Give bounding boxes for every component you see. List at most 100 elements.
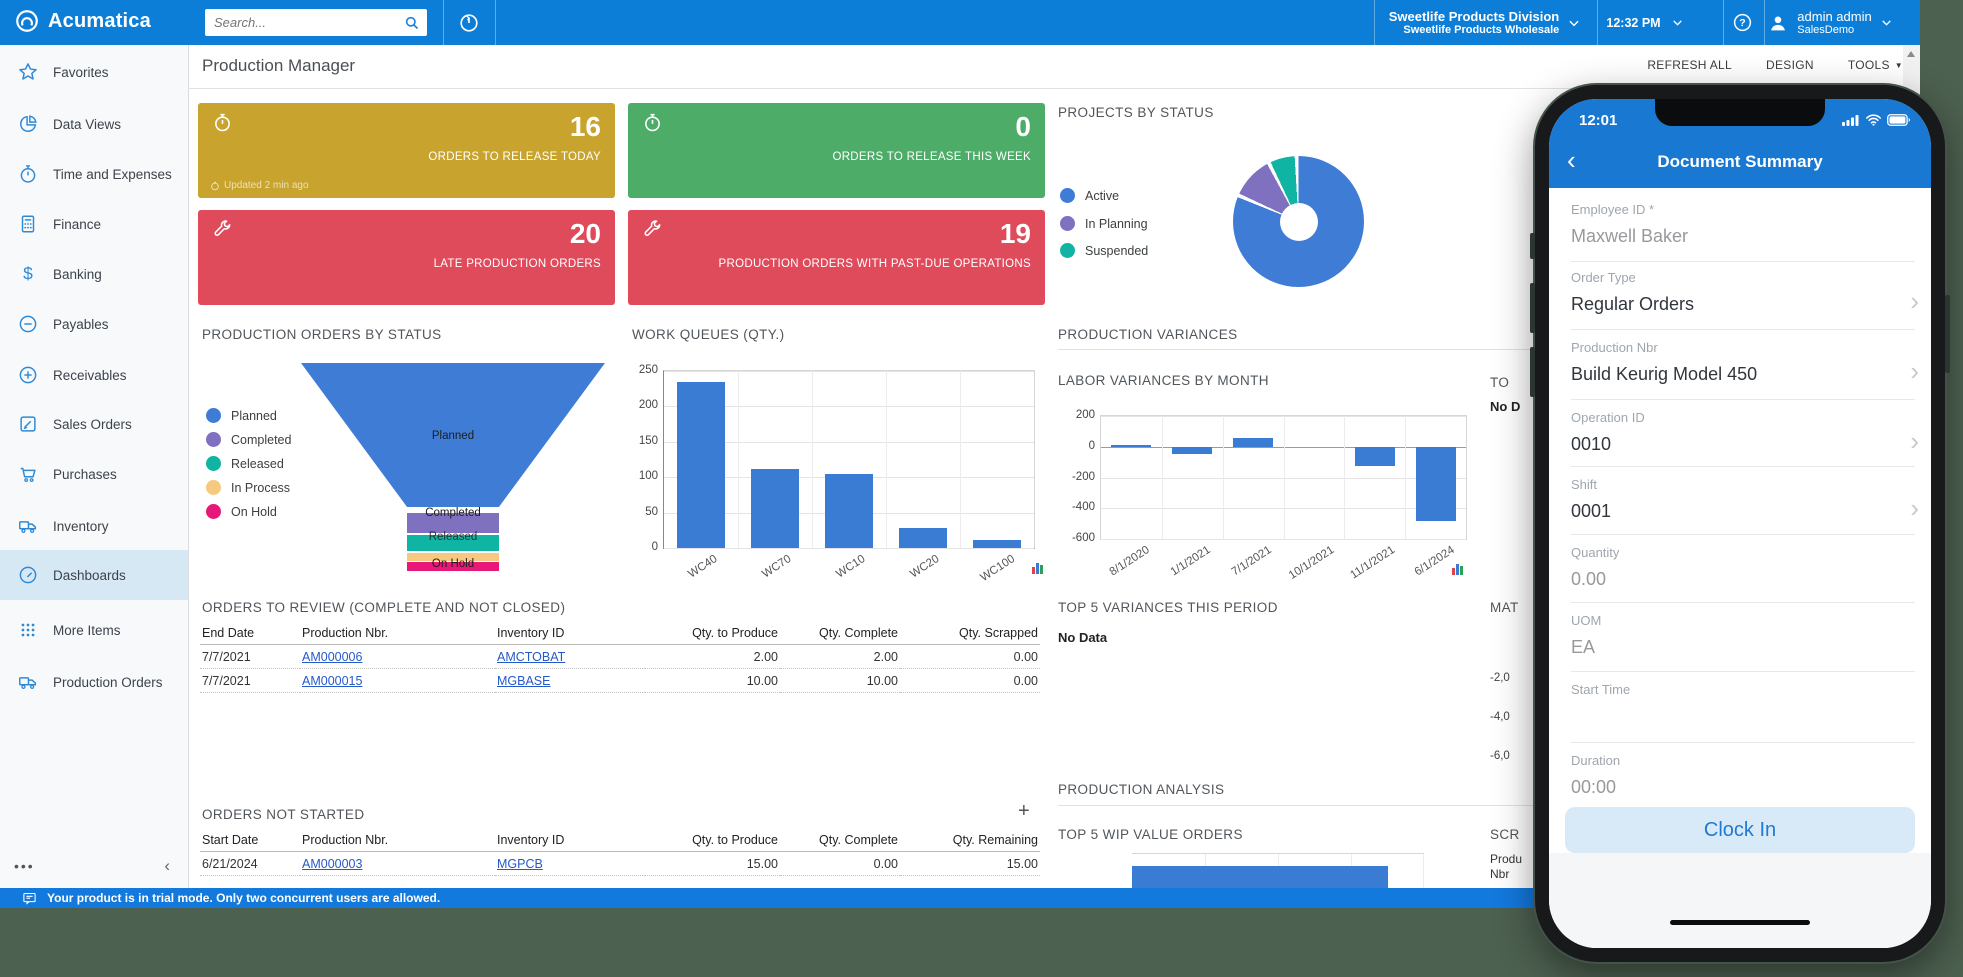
column-header: Qty. Complete — [780, 829, 900, 852]
search-input[interactable] — [205, 15, 404, 30]
sidebar-item-inventory[interactable]: Inventory — [0, 501, 188, 551]
y-axis-tick-label: 250 — [638, 364, 658, 376]
inventory-id-link[interactable]: AMCTOBAT — [497, 650, 566, 664]
column-header: Qty. Complete — [780, 622, 900, 645]
time-tracking-button[interactable] — [443, 0, 495, 45]
section-divider — [1058, 805, 1903, 806]
design-button[interactable]: DESIGN — [1766, 58, 1814, 72]
field-start-time: Start Time — [1571, 682, 1915, 743]
field-order-type[interactable]: Order Type Regular Orders › — [1571, 270, 1919, 330]
sidebar-item-finance[interactable]: Finance — [0, 199, 188, 249]
sidebar-item-production-orders[interactable]: Production Orders — [0, 657, 188, 707]
sidebar-item-favorites[interactable]: Favorites — [0, 47, 188, 97]
global-search[interactable] — [205, 9, 427, 36]
table-cell: 15.00 — [900, 852, 1040, 876]
production-nbr-link[interactable]: AM000015 — [302, 674, 363, 688]
column-header: Inventory ID — [495, 829, 645, 852]
table-cell: 2.00 — [780, 645, 900, 669]
widget-title-top5-wip: TOP 5 WIP VALUE ORDERS — [1058, 827, 1243, 842]
chart-type-icon[interactable] — [1032, 562, 1045, 574]
widget-title-projects-by-status: PROJECTS BY STATUS — [1058, 105, 1214, 120]
brand-name: Acumatica — [48, 9, 151, 32]
labor-variances-bar-chart: 200 0 -200 -400 -600 8/1/2020 1/1/2021 7/1/2021… — [1072, 409, 1467, 582]
y-axis-tick-label: -400 — [1071, 501, 1095, 514]
y-axis-tick-label: 50 — [645, 505, 658, 518]
search-icon[interactable] — [404, 15, 427, 31]
mobile-phone: 12:01 ‹ Document Summary Employee ID * M… — [1530, 85, 1950, 962]
kpi-tile-orders-to-release-this-week[interactable]: 0 ORDERS TO RELEASE THIS WEEK — [628, 103, 1045, 198]
sidebar-item-time-and-expenses[interactable]: Time and Expenses — [0, 149, 188, 199]
kpi-tile-late-production-orders[interactable]: 20 LATE PRODUCTION ORDERS — [198, 210, 615, 305]
sidebar-item-receivables[interactable]: Receivables — [0, 350, 188, 400]
legend-item: Suspended — [1060, 243, 1148, 258]
help-button[interactable]: ? — [1724, 0, 1760, 45]
pie-icon — [20, 115, 37, 132]
sidebar-item-dashboards[interactable]: Dashboards — [0, 550, 188, 600]
scroll-up-arrow[interactable] — [1907, 51, 1915, 57]
user-menu[interactable]: admin admin SalesDemo — [1765, 0, 1895, 45]
y-axis-tick-label: 0 — [1088, 439, 1095, 452]
header-separator — [1597, 0, 1598, 45]
column-header: End Date — [200, 622, 300, 645]
wrench-icon — [642, 219, 663, 240]
sidebar-item-payables[interactable]: Payables — [0, 299, 188, 349]
field-uom: UOM EA — [1571, 613, 1915, 672]
section-header-production-variances: PRODUCTION VARIANCES — [1058, 327, 1238, 342]
table-cell: 0.00 — [900, 669, 1040, 693]
orders-not-started-table: Start Date Production Nbr. Inventory ID … — [200, 829, 1040, 876]
grid-dots-icon — [21, 623, 35, 637]
production-nbr-link[interactable]: AM000006 — [302, 650, 363, 664]
truck-icon — [19, 677, 37, 689]
sidebar-item-more-items[interactable]: More Items — [0, 605, 188, 655]
bar — [972, 539, 1022, 548]
business-date-selector[interactable]: 12:32 PM — [1600, 0, 1690, 45]
chart-type-icon[interactable] — [1452, 563, 1465, 575]
widget-title-work-queues: WORK QUEUES (QTY.) — [632, 327, 785, 342]
inventory-id-link[interactable]: MGBASE — [497, 674, 551, 688]
kpi-tile-past-due-operations[interactable]: 19 PRODUCTION ORDERS WITH PAST-DUE OPERA… — [628, 210, 1045, 305]
company-division: Sweetlife Products Division — [1388, 8, 1560, 24]
company-tenant: Sweetlife Products Wholesale — [1403, 23, 1560, 36]
funnel-segment-completed — [407, 513, 499, 533]
y-axis-tick-label: 0 — [651, 541, 658, 553]
sidebar-item-sales-orders[interactable]: Sales Orders — [0, 399, 188, 449]
signal-icon — [1842, 115, 1859, 126]
chevron-down-icon — [1881, 20, 1891, 26]
field-production-nbr[interactable]: Production Nbr Build Keurig Model 450 › — [1571, 340, 1919, 400]
legend-item: Released — [206, 456, 284, 471]
bar — [750, 468, 800, 548]
legend-item: On Hold — [206, 504, 277, 519]
kpi-tile-orders-to-release-today[interactable]: 16 ORDERS TO RELEASE TODAY Updated 2 min… — [198, 103, 615, 198]
home-indicator[interactable] — [1670, 920, 1810, 925]
gridline — [1161, 416, 1163, 539]
partial-tick: -2,0 — [1490, 672, 1510, 684]
inventory-id-link[interactable]: MGPCB — [497, 857, 543, 871]
company-selector[interactable]: Sweetlife Products Division Sweetlife Pr… — [1375, 0, 1595, 45]
refresh-all-button[interactable]: REFRESH ALL — [1647, 58, 1732, 72]
field-shift[interactable]: Shift 0001 › — [1571, 477, 1919, 535]
sidebar-more-options-button[interactable]: ••• — [14, 858, 35, 874]
chevron-right-icon: › — [1910, 493, 1919, 523]
sidebar-item-data-views[interactable]: Data Views — [0, 99, 188, 149]
field-quantity[interactable]: Quantity 0.00 — [1571, 545, 1915, 603]
top-header-bar: Acumatica Sweetlife Products Division Sw… — [0, 0, 1920, 45]
funnel-segment-in-process — [407, 553, 499, 561]
table-cell: 2.00 — [645, 645, 780, 669]
chevron-right-icon: › — [1910, 426, 1919, 456]
field-operation-id[interactable]: Operation ID 0010 › — [1571, 410, 1919, 467]
kpi-label: LATE PRODUCTION ORDERS — [433, 258, 601, 270]
kpi-value: 16 — [569, 111, 601, 142]
work-queues-bar-chart: 0 50 100 150 200 250 WC40 WC70 WC10 WC20 WC100 — [639, 364, 1035, 584]
tools-menu-button[interactable]: TOOLS ▼ — [1847, 58, 1903, 72]
partial-tick: -4,0 — [1490, 711, 1510, 723]
clock-in-button[interactable]: Clock In — [1565, 807, 1915, 853]
back-button chevron-left-icon[interactable]: ‹ — [1567, 145, 1576, 175]
production-nbr-link[interactable]: AM000003 — [302, 857, 363, 871]
sidebar-item-purchases[interactable]: Purchases — [0, 449, 188, 499]
sidebar-item-banking[interactable]: $ Banking — [0, 249, 188, 299]
table-cell: 0.00 — [780, 852, 900, 876]
kpi-value: 20 — [569, 218, 601, 249]
header-separator — [1374, 0, 1375, 45]
sidebar-collapse-button[interactable]: ‹ — [164, 856, 170, 875]
add-row-button plus-icon[interactable]: + — [1018, 800, 1030, 822]
